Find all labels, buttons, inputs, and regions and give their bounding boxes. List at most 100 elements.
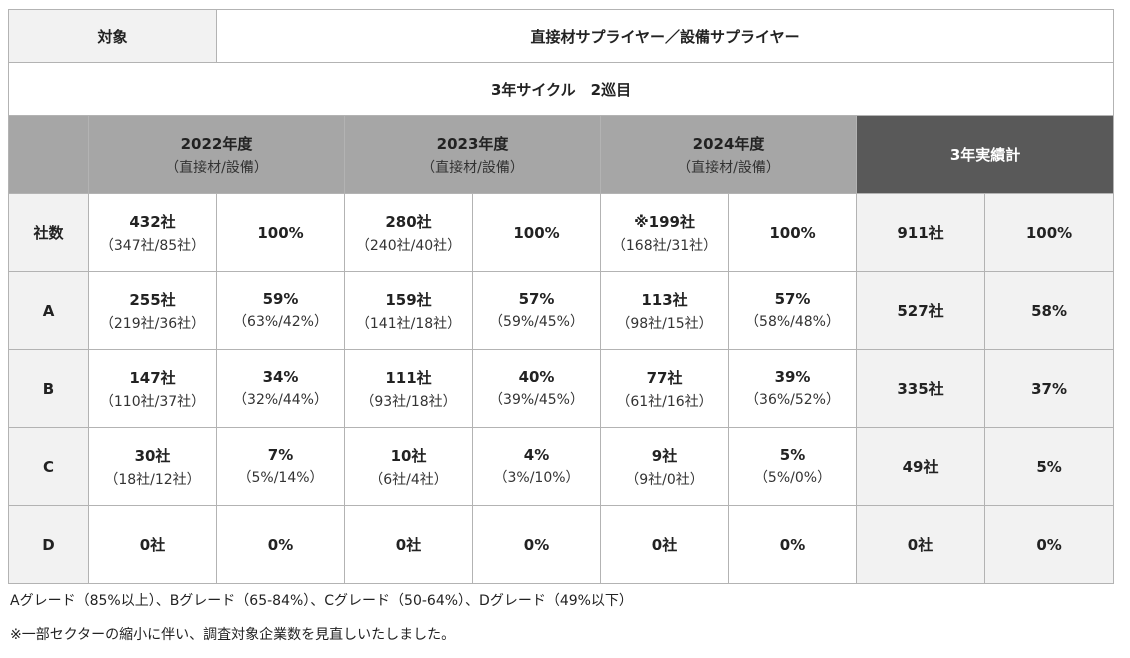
grade-table-container: 対象 直接材サプライヤー／設備サプライヤー 3年サイクル 2巡目 2022年度 … [7,9,1115,584]
pct-value: 7% [267,446,294,464]
year-subtitle: （直接材/設備） [165,159,268,176]
pct-cell: 57% （59%/45%） [472,271,602,350]
pct-value: 0% [779,535,806,554]
pct-value: 59% [262,290,299,308]
count-breakdown: （347社/85社） [99,237,206,254]
footnotes: Aグレード（85%以上）、Bグレード（65-84%）、Cグレード（50-64%）… [10,590,633,658]
year-subtitle: （直接材/設備） [677,159,780,176]
pct-cell: 0% [216,505,346,584]
total-count: 911社 [856,193,986,272]
pct-value: 57% [774,290,811,308]
pct-cell: 59% （63%/42%） [216,271,346,350]
row-label: 社数 [8,193,89,272]
total-count: 49社 [856,427,986,506]
count-value: 255社 [129,290,176,309]
count-breakdown: （93社/18社） [360,393,457,410]
count-cell: 255社 （219社/36社） [87,271,218,350]
count-value: 159社 [385,290,432,309]
count-breakdown: （141社/18社） [355,315,462,332]
count-cell: 280社 （240社/40社） [344,193,474,272]
count-value: 77社 [646,368,683,387]
pct-cell: 34% （32%/44%） [216,349,346,428]
pct-breakdown: （32%/44%） [233,392,328,408]
year-header-row: 2022年度 （直接材/設備） 2023年度 （直接材/設備） 2024年度 （… [8,115,1115,194]
pct-breakdown: （5%/0%） [753,470,832,486]
pct-value: 4% [523,446,550,464]
target-row: 対象 直接材サプライヤー／設備サプライヤー [7,9,1115,63]
count-breakdown: （61社/16社） [616,393,713,410]
count-cell: 0社 [600,505,730,584]
target-label: 対象 [7,9,218,63]
total-count: 335社 [856,349,986,428]
count-cell: ※199社 （168社/31社） [600,193,730,272]
count-value: 0社 [139,536,166,554]
grade-table: 対象 直接材サプライヤー／設備サプライヤー 3年サイクル 2巡目 2022年度 … [7,9,1115,584]
pct-cell: 7% （5%/14%） [216,427,346,506]
pct-cell: 0% [472,505,602,584]
count-cell: 0社 [344,505,474,584]
count-value: 280社 [385,212,432,231]
pct-cell: 100% [216,193,346,272]
cycle-row: 3年サイクル 2巡目 [7,62,1115,116]
count-value: 30社 [134,446,171,465]
table-row: B 147社 （110社/37社） 34% （32%/44%） 111社 （93社/1… [8,349,1115,428]
pct-breakdown: （58%/48%） [745,314,840,330]
pct-value: 0% [523,535,550,554]
year-title: 2024年度 [692,134,765,153]
pct-cell: 40% （39%/45%） [472,349,602,428]
count-value: ※199社 [634,212,695,231]
count-value: 432社 [129,212,176,231]
count-value: 111社 [385,368,432,387]
pct-value: 100% [769,223,816,242]
total-pct: 0% [984,505,1115,584]
count-breakdown: （18社/12社） [104,471,201,488]
pct-breakdown: （39%/45%） [489,392,584,408]
pct-value: 34% [262,368,299,386]
total-header: 3年実績計 [856,115,1115,194]
row-label: C [8,427,89,506]
count-breakdown: （168社/31社） [611,237,718,254]
count-value: 0社 [651,536,678,554]
pct-cell: 100% [472,193,602,272]
cycle-label: 3年サイクル 2巡目 [7,62,1115,116]
pct-value: 57% [518,290,555,308]
pct-breakdown: （36%/52%） [745,392,840,408]
pct-cell: 4% （3%/10%） [472,427,602,506]
count-cell: 77社 （61社/16社） [600,349,730,428]
year-title: 2022年度 [180,134,253,153]
pct-breakdown: （63%/42%） [233,314,328,330]
pct-value: 100% [257,223,304,242]
count-breakdown: （98社/15社） [616,315,713,332]
header-corner [8,115,89,194]
count-cell: 9社 （9社/0社） [600,427,730,506]
pct-value: 40% [518,368,555,386]
table-row: A 255社 （219社/36社） 59% （63%/42%） 159社 （141社/… [8,271,1115,350]
pct-cell: 39% （36%/52%） [728,349,858,428]
scope-change-note: ※一部セクターの縮小に伴い、調査対象企業数を見直しいたしました。 [10,627,456,643]
target-value: 直接材サプライヤー／設備サプライヤー [216,9,1115,63]
count-value: 9社 [651,446,678,465]
pct-breakdown: （3%/10%） [493,470,580,486]
table-row: 社数 432社 （347社/85社） 100% 280社 （240社/40社） 10… [8,193,1115,272]
count-cell: 0社 [87,505,218,584]
count-breakdown: （110社/37社） [99,393,206,410]
count-value: 10社 [390,446,427,465]
table-row: D 0社 0% 0社 0% 0社 0% 0社 0% [8,505,1115,584]
row-label: A [8,271,89,350]
count-cell: 147社 （110社/37社） [87,349,218,428]
total-pct: 5% [984,427,1115,506]
count-breakdown: （9社/0社） [625,471,704,488]
year-header-2022: 2022年度 （直接材/設備） [87,115,346,194]
count-cell: 111社 （93社/18社） [344,349,474,428]
count-cell: 432社 （347社/85社） [87,193,218,272]
pct-cell: 100% [728,193,858,272]
count-value: 147社 [129,368,176,387]
year-title: 2023年度 [436,134,509,153]
count-cell: 113社 （98社/15社） [600,271,730,350]
year-subtitle: （直接材/設備） [421,159,524,176]
pct-breakdown: （59%/45%） [489,314,584,330]
count-cell: 10社 （6社/4社） [344,427,474,506]
count-cell: 30社 （18社/12社） [87,427,218,506]
grade-definition-note: Aグレード（85%以上）、Bグレード（65-84%）、Cグレード（50-64%）… [10,593,633,609]
pct-breakdown: （5%/14%） [237,470,324,486]
